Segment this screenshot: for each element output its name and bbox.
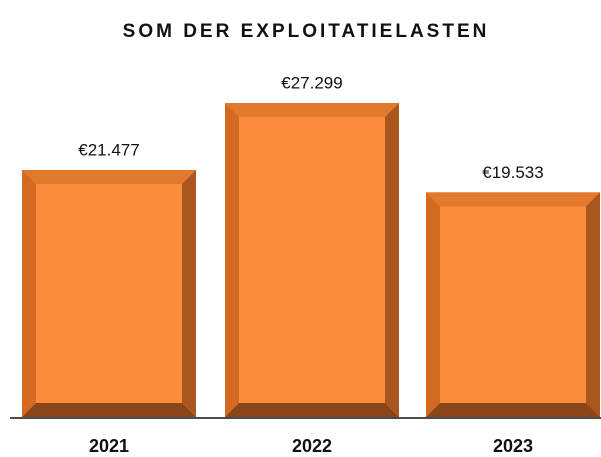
chart-title: SOM DER EXPLOITATIELASTEN xyxy=(123,21,490,42)
bar xyxy=(225,103,399,417)
bar-bevel xyxy=(22,169,36,417)
x-tick-label: 2022 xyxy=(292,436,332,456)
bar-bevel xyxy=(182,169,196,417)
bar-bevel xyxy=(22,403,196,417)
bar-bevel xyxy=(426,192,600,207)
bar-bevel xyxy=(225,103,399,117)
bar-bevel xyxy=(426,403,600,417)
x-tick-label: 2023 xyxy=(493,436,533,456)
bar xyxy=(426,192,600,417)
value-label: €19.533 xyxy=(482,163,543,182)
value-label: €21.477 xyxy=(78,140,139,159)
value-label: €27.299 xyxy=(281,73,342,92)
bar-bevel xyxy=(225,103,239,417)
bar-bevel xyxy=(385,103,399,417)
bar-bevel xyxy=(426,192,440,417)
x-tick-label: 2021 xyxy=(89,436,129,456)
bar-bevel xyxy=(225,403,399,417)
bar-bevel xyxy=(22,169,196,184)
bar-bevel xyxy=(586,192,600,417)
bar xyxy=(22,169,196,417)
